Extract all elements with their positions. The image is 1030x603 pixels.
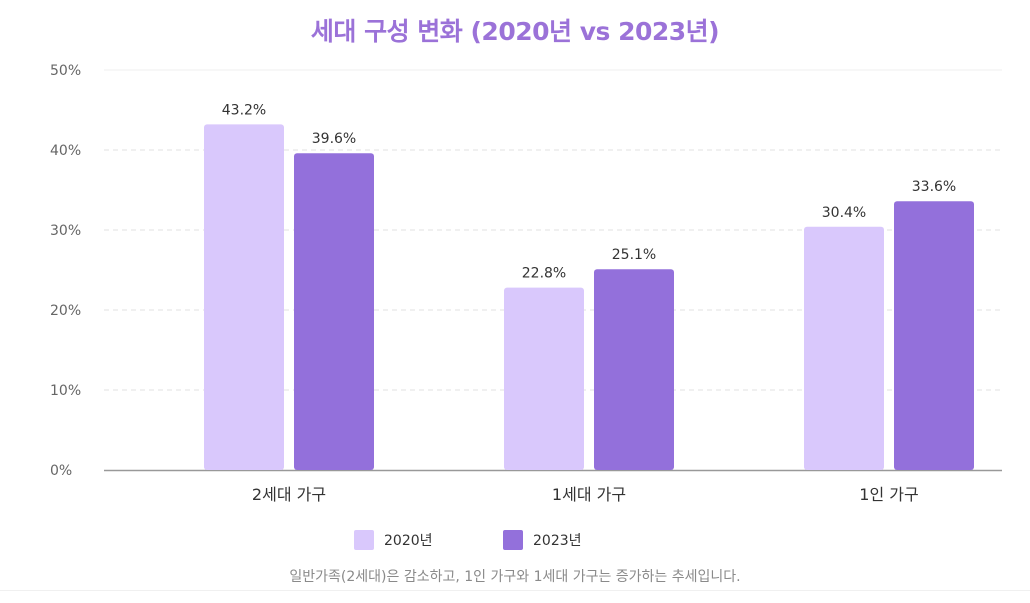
- y-tick-label-20: 20%: [50, 303, 81, 319]
- legend: 2020년 2023년: [0, 530, 1030, 552]
- legend-item-2023[interactable]: 2023년: [503, 530, 582, 550]
- y-tick-label-50: 50%: [50, 63, 81, 79]
- legend-item-2020[interactable]: 2020년: [354, 530, 433, 550]
- data-label-2020-0: 43.2%: [222, 102, 266, 118]
- y-tick-label-10: 10%: [50, 383, 81, 399]
- legend-swatch-2023: [503, 530, 523, 550]
- bar-2023-2[interactable]: [894, 201, 974, 470]
- legend-label-2020: 2020년: [384, 533, 433, 549]
- bars-layer: [204, 124, 974, 471]
- data-label-2020-1: 22.8%: [522, 266, 566, 282]
- x-category-label-1: 1세대 가구: [552, 485, 626, 504]
- y-tick-label-30: 30%: [50, 223, 81, 239]
- data-label-2023-2: 33.6%: [912, 179, 956, 195]
- bar-2020-2[interactable]: [804, 226, 884, 470]
- bar-2020-0[interactable]: [204, 124, 284, 471]
- y-tick-label-0: 0%: [50, 463, 72, 479]
- data-label-2023-1: 25.1%: [612, 247, 656, 263]
- bar-2023-0[interactable]: [294, 153, 374, 470]
- labels-layer: 0% 10% 20% 30% 40% 50% 43.2% 39.6% 2세대 가구 22.8% 25…: [50, 63, 956, 504]
- x-category-label-2: 1인 가구: [859, 485, 918, 504]
- bottom-divider: [0, 590, 1030, 591]
- legend-label-2023: 2023년: [533, 533, 582, 549]
- data-label-2020-2: 30.4%: [822, 205, 866, 221]
- x-category-label-0: 2세대 가구: [252, 485, 326, 504]
- bar-2023-1[interactable]: [594, 269, 674, 470]
- chart-title: 세대 구성 변화 (2020년 vs 2023년): [310, 17, 720, 46]
- data-label-2023-0: 39.6%: [312, 131, 356, 147]
- y-tick-label-40: 40%: [50, 143, 81, 159]
- chart-footnote: 일반가족(2세대)은 감소하고, 1인 가구와 1세대 가구는 증가하는 추세입…: [289, 569, 741, 585]
- bar-2020-1[interactable]: [504, 287, 584, 470]
- legend-swatch-2020: [354, 530, 374, 550]
